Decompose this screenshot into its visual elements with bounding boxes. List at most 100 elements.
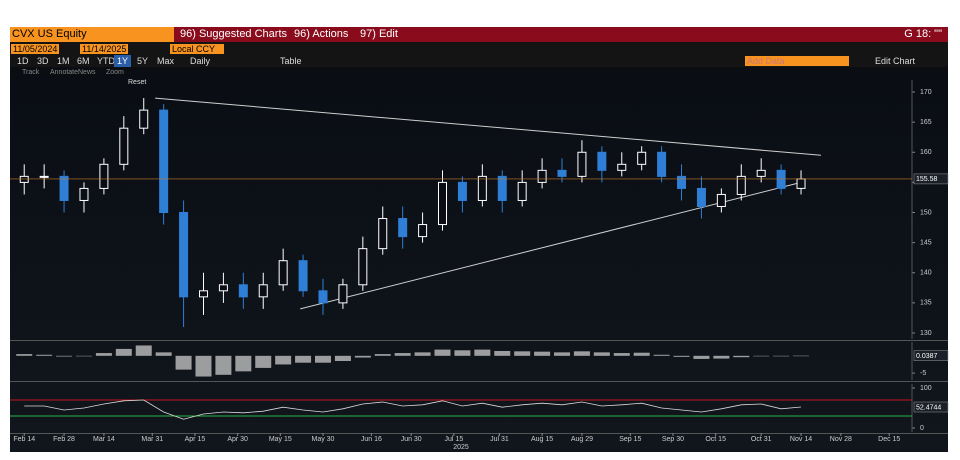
x-tick-label: Jun 16 xyxy=(361,436,382,443)
candle-body xyxy=(19,175,29,183)
histogram-bar xyxy=(354,355,371,358)
candle-body xyxy=(637,151,647,165)
candle-body xyxy=(716,193,726,207)
histogram-bar xyxy=(155,352,172,356)
currency[interactable]: Local CCY xyxy=(170,44,224,54)
histogram-bar xyxy=(275,355,292,365)
reset-button[interactable]: Reset xyxy=(128,79,147,86)
histogram-bar xyxy=(593,352,610,356)
histogram-bar xyxy=(613,353,630,356)
histogram-bar xyxy=(36,354,53,356)
histogram-bar xyxy=(175,355,192,370)
histogram-bar xyxy=(434,349,451,356)
candle-body xyxy=(657,151,667,177)
last-value-box xyxy=(913,173,949,185)
histogram-bar xyxy=(514,351,531,356)
last-value-label: 155.58 xyxy=(916,176,938,183)
x-tick-label: May 15 xyxy=(269,436,292,443)
x-tick-label: Jul 31 xyxy=(490,436,509,443)
x-tick-label: Oct 31 xyxy=(751,436,772,443)
histogram-bar xyxy=(753,355,770,357)
histogram-bar xyxy=(633,352,650,356)
histogram-bar xyxy=(573,351,590,356)
histogram-bar xyxy=(693,355,710,359)
candle-body xyxy=(517,181,527,201)
menu[interactable]: 97) Edit xyxy=(360,28,398,40)
x-tick-label: Sep 15 xyxy=(619,436,641,443)
histogram-bar xyxy=(95,353,112,356)
histogram-bar xyxy=(374,354,391,356)
ticker[interactable]: CVX US Equity xyxy=(10,27,174,42)
period-row: Daily Table Add Data Edit Chart 1D 3D 1M 6M… xyxy=(10,55,948,67)
period-button[interactable]: 6M xyxy=(77,56,90,66)
y-tick-label: 150 xyxy=(920,209,932,216)
menu[interactable]: 96) Suggested Charts xyxy=(180,28,288,40)
x-tick-label: Nov 14 xyxy=(790,436,812,443)
y-tick-label: 160 xyxy=(920,149,932,156)
y-tick-label: 130 xyxy=(920,330,932,337)
candle-body xyxy=(696,187,706,207)
tool-button[interactable]: Zoom xyxy=(106,69,124,76)
x-tick-label: Sep 30 xyxy=(662,436,684,443)
candle-body xyxy=(338,284,348,304)
histogram-bar xyxy=(673,355,690,357)
histogram-bar xyxy=(16,354,33,356)
candle-body xyxy=(617,163,627,171)
period-button[interactable]: 5Y xyxy=(137,56,149,66)
frequency[interactable]: Daily xyxy=(190,56,211,66)
x-tick-label: Mar 31 xyxy=(141,436,163,443)
candle-body xyxy=(298,260,308,292)
histogram-bar xyxy=(414,352,431,356)
tool-button[interactable]: Annotate xyxy=(50,69,79,76)
table-button[interactable]: Table xyxy=(280,56,302,66)
candle-body xyxy=(238,284,248,298)
period-button[interactable]: 1Y xyxy=(114,55,132,67)
candle-body xyxy=(677,175,687,189)
page-code: G 18: "" xyxy=(904,28,942,40)
x-tick-label: Nov 28 xyxy=(830,436,852,443)
histogram-bar xyxy=(733,355,750,358)
period-button[interactable]: 1M xyxy=(57,56,70,66)
candle-body xyxy=(497,175,507,201)
add-data[interactable]: Add Data xyxy=(745,56,849,66)
trendline xyxy=(155,97,821,156)
candle-body xyxy=(378,218,388,250)
last-value-label: 52.4744 xyxy=(916,404,941,411)
x-tick-label: Aug 15 xyxy=(531,436,553,443)
y-tick-label: 140 xyxy=(920,270,932,277)
period-button[interactable]: YTD xyxy=(97,56,115,66)
tool-button[interactable]: Track xyxy=(22,69,40,76)
y-tick-label: 135 xyxy=(920,300,932,307)
start-date[interactable]: 11/05/2024 xyxy=(11,44,60,54)
candle-body xyxy=(418,224,428,238)
menu[interactable]: 96) Actions xyxy=(294,28,349,40)
candle-body xyxy=(756,169,766,177)
x-tick-label: Feb 14 xyxy=(13,436,35,443)
candle-body xyxy=(796,178,806,189)
histogram-bar xyxy=(394,353,411,356)
date-row: 11/05/2024 11/14/2025 Local CCY xyxy=(10,42,948,55)
edit-chart[interactable]: Edit Chart xyxy=(875,56,916,66)
histogram-bar xyxy=(554,352,571,356)
period-button[interactable]: Max xyxy=(157,56,175,66)
end-date[interactable]: 11/14/2025 xyxy=(80,44,129,54)
candle-body xyxy=(119,127,129,165)
x-tick-label: Feb 28 xyxy=(53,436,75,443)
x-tick-label: Oct 15 xyxy=(705,436,726,443)
histogram-bar xyxy=(314,355,331,363)
histogram-bar xyxy=(235,355,252,372)
header-bar: CVX US Equity 96) Suggested Charts 96) A… xyxy=(10,27,948,42)
candle-body xyxy=(398,218,408,238)
candle-body xyxy=(258,284,268,298)
candle-body xyxy=(179,212,189,298)
candle-body xyxy=(457,181,467,201)
candle-body xyxy=(438,181,448,226)
tool-button[interactable]: News xyxy=(78,69,96,76)
candle-body xyxy=(358,248,368,286)
period-button[interactable]: 1D xyxy=(17,56,29,66)
histogram-bar xyxy=(474,349,491,356)
period-button[interactable]: 3D xyxy=(37,56,49,66)
y-tick-label: -5 xyxy=(920,370,926,377)
